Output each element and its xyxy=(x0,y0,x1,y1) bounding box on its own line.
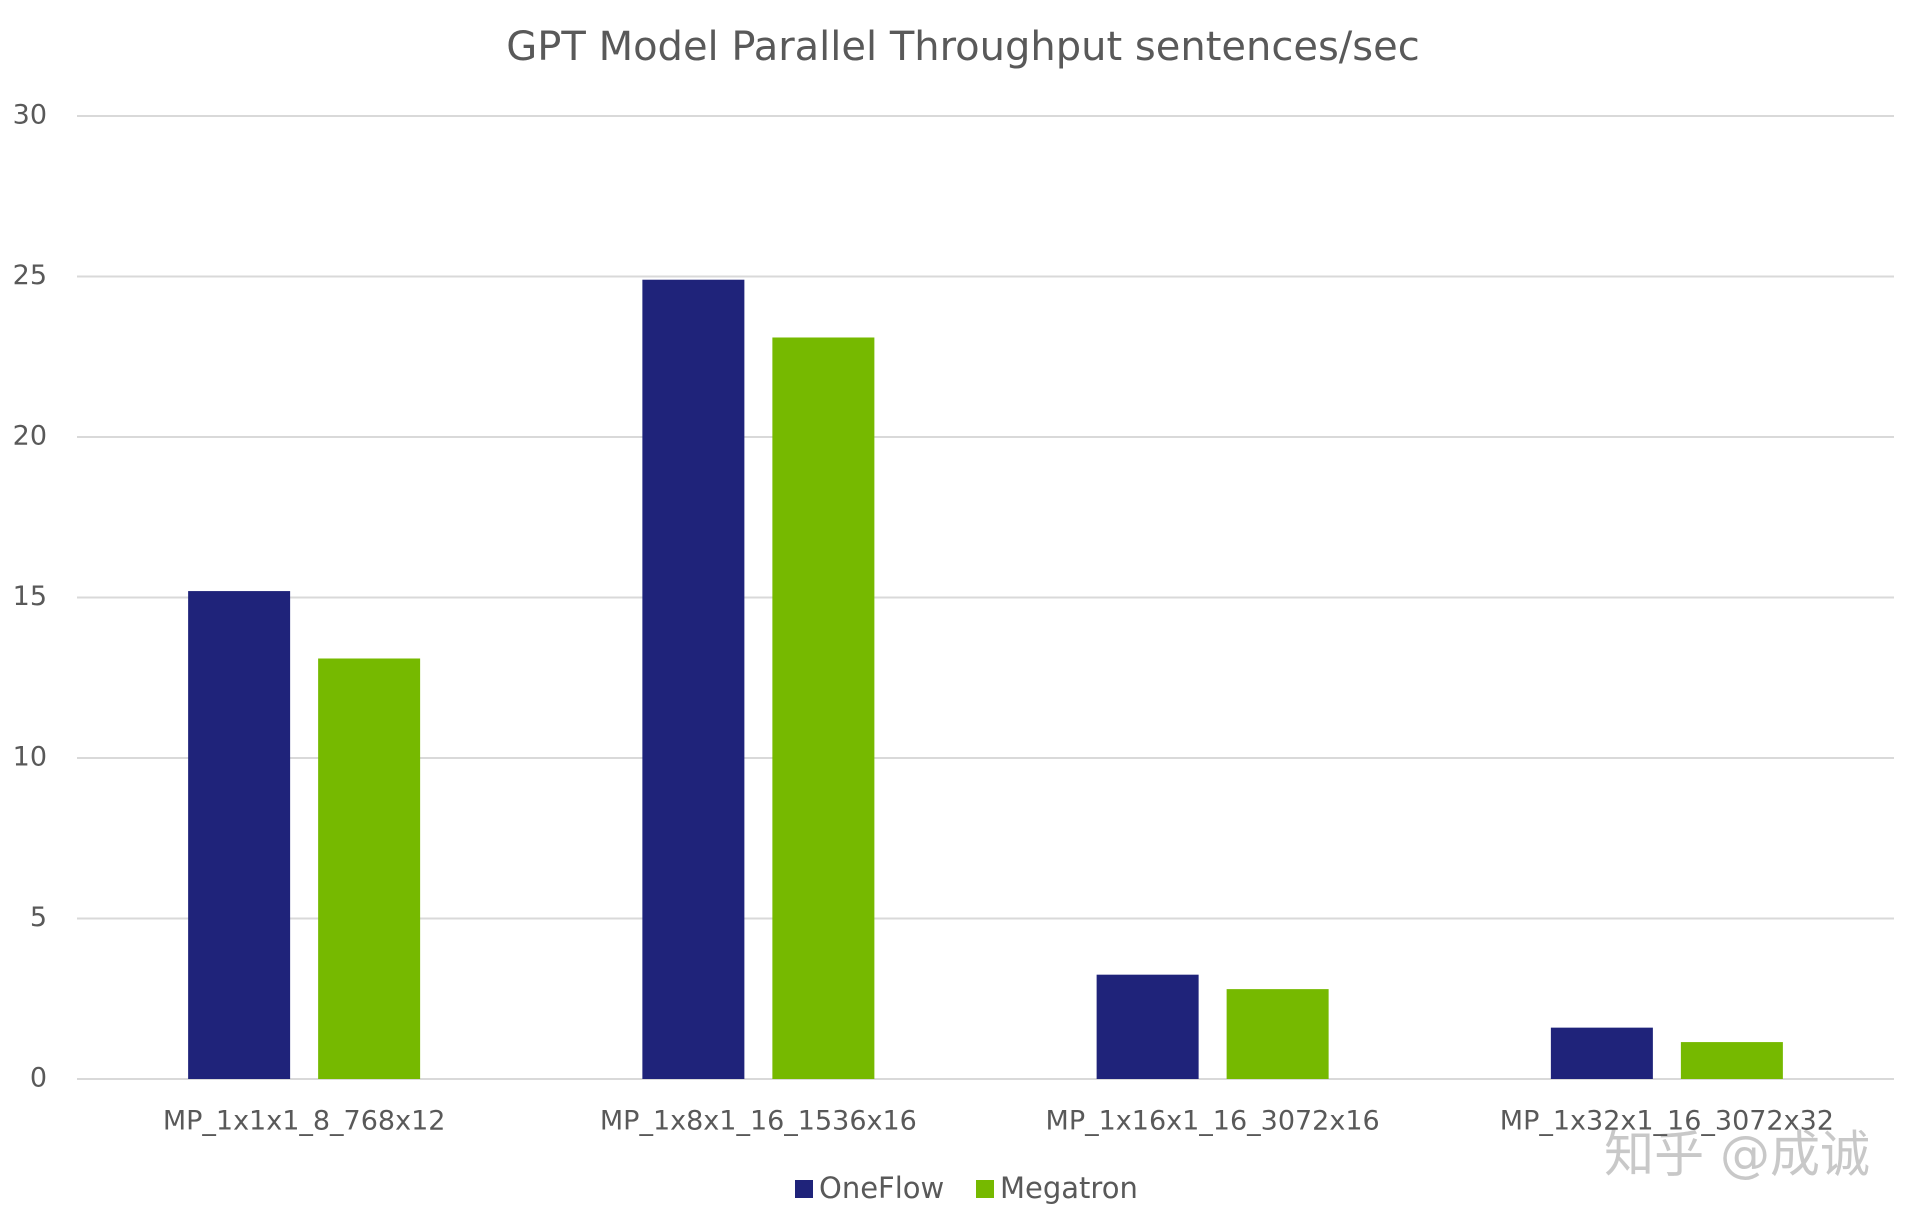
bar xyxy=(642,279,745,1080)
y-tick-label: 5 xyxy=(30,902,47,933)
bar xyxy=(1096,974,1199,1079)
x-tick-label: MP_1x8x1_16_1536x16 xyxy=(600,1106,917,1137)
legend-label: OneFlow xyxy=(819,1171,944,1205)
legend-label: Megatron xyxy=(1000,1171,1138,1205)
bar xyxy=(1550,1027,1653,1079)
x-tick-label: MP_1x16x1_16_3072x16 xyxy=(1046,1106,1380,1137)
y-tick-label: 0 xyxy=(30,1063,47,1094)
legend-swatch xyxy=(795,1180,813,1198)
legend-swatch xyxy=(976,1180,994,1198)
y-tick-label: 20 xyxy=(13,421,47,452)
bar xyxy=(1680,1042,1783,1079)
y-tick-label: 10 xyxy=(13,742,47,773)
chart-title: GPT Model Parallel Throughput sentences/… xyxy=(506,24,1419,70)
x-tick-label: MP_1x1x1_8_768x12 xyxy=(163,1106,446,1137)
watermark: 知乎 @成诚 xyxy=(1604,1126,1870,1184)
bar xyxy=(1226,989,1329,1079)
x-tick-label: MP_1x32x1_16_3072x32 xyxy=(1500,1106,1834,1137)
y-tick-label: 15 xyxy=(13,581,47,612)
bar xyxy=(772,337,875,1079)
bar xyxy=(318,658,421,1079)
y-tick-label: 30 xyxy=(13,100,47,131)
bar xyxy=(188,591,291,1079)
y-tick-label: 25 xyxy=(13,260,47,291)
